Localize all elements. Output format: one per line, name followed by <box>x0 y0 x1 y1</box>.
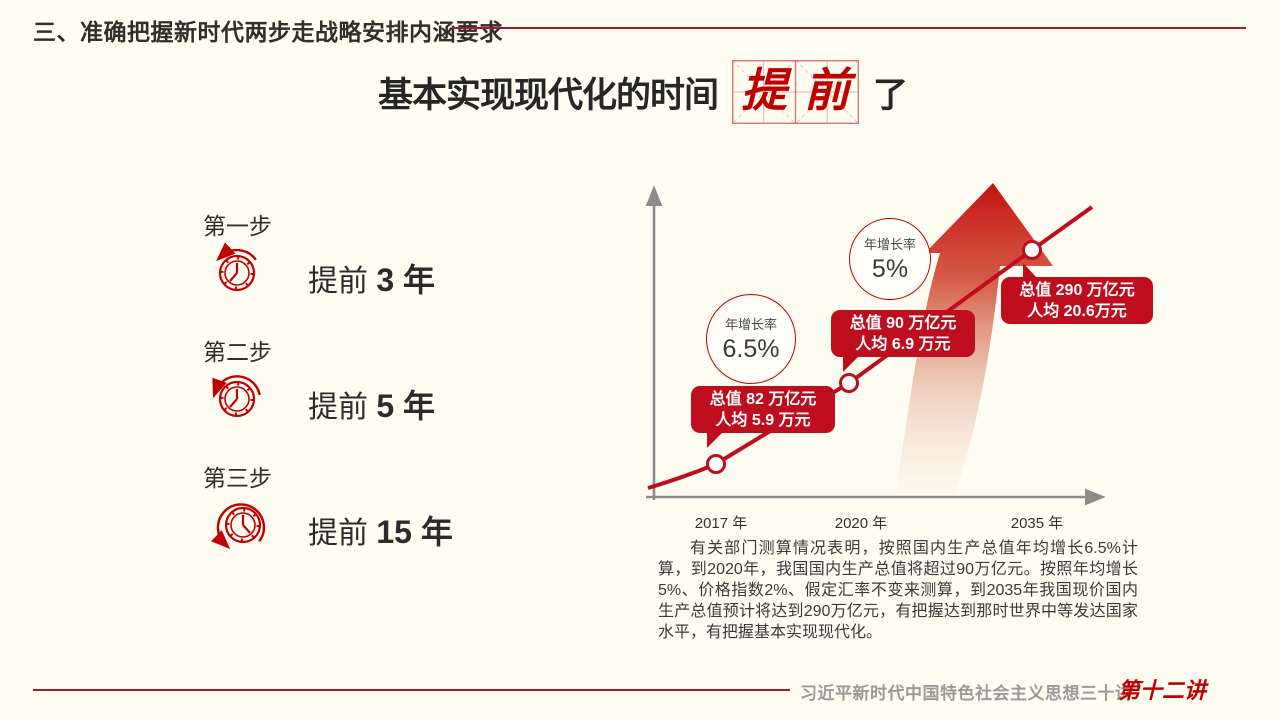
step-2-value: 提前 5 年 <box>308 381 435 427</box>
step-3: 第三步 提前 15 年 <box>203 459 523 550</box>
clock-rewind-icon <box>212 375 261 418</box>
step-3-text: 提前 <box>308 517 368 550</box>
callout-2035: 总值 290 万亿元 人均 20.6万元 <box>1001 263 1153 324</box>
step-2-label: 第二步 <box>203 339 272 365</box>
step-1-label: 第一步 <box>203 213 272 239</box>
highlight-char-1: 提 <box>741 63 788 118</box>
x-tick-2017: 2017 年 <box>694 515 748 532</box>
growth-badge-6-5: 年增长率 6.5% <box>706 294 796 384</box>
step-1: 第一步 提前 3 年 <box>203 207 523 298</box>
callout-line1: 总值 290 万亿元 <box>1019 282 1135 299</box>
title-suffix: 了 <box>873 75 908 115</box>
step-2: 第二步 提前 5 年 <box>203 333 523 424</box>
gdp-growth-chart: 年增长率 6.5% 年增长率 5% 总值 82 万亿元 人均 5.9 万元 总值… <box>640 165 1153 540</box>
header-rule <box>452 27 1246 29</box>
step-3-label: 第三步 <box>203 465 272 491</box>
x-tick-2035: 2035 年 <box>1010 515 1064 532</box>
callout-2020: 总值 90 万亿元 人均 6.9 万元 <box>831 310 975 372</box>
step-2-years: 5 年 <box>376 388 436 424</box>
step-2-text: 提前 <box>308 391 368 424</box>
step-1-text: 提前 <box>308 265 368 298</box>
clock-rewind-icon <box>211 503 266 550</box>
footer-book-title: 习近平新时代中国特色社会主义思想三十讲 <box>800 684 1133 703</box>
step-3-value: 提前 15 年 <box>308 507 453 553</box>
page-title: 基本实现现代化的时间 提 前 了 <box>378 60 908 124</box>
footer-rule <box>33 689 790 691</box>
clock-rewind-icon <box>216 242 257 292</box>
section-header: 三、准确把握新时代两步走战略安排内涵要求 <box>33 19 503 45</box>
callout-line1: 总值 82 万亿元 <box>709 391 817 408</box>
calligraphy-grid: 提 前 <box>732 60 860 124</box>
data-point-2035 <box>1022 240 1042 260</box>
growth-badge-5: 年增长率 5% <box>849 218 931 300</box>
step-1-value: 提前 3 年 <box>308 255 435 301</box>
data-point-2017 <box>706 454 726 474</box>
footer-lecture-number: 第十二讲 <box>1118 678 1207 704</box>
callout-line2: 人均 5.9 万元 <box>715 412 811 429</box>
growth-badge-value: 5% <box>871 255 909 283</box>
data-point-2020 <box>839 373 859 393</box>
tianzige-grid-icon <box>732 60 860 124</box>
callout-line2: 人均 20.6万元 <box>1027 303 1127 320</box>
highlight-char-2: 前 <box>804 63 851 118</box>
growth-badge-label: 年增长率 <box>863 237 916 252</box>
callout-pointer <box>1023 263 1038 279</box>
callout-line2: 人均 6.9 万元 <box>855 336 951 353</box>
callout-2017: 总值 82 万亿元 人均 5.9 万元 <box>691 386 835 448</box>
step-1-years: 3 年 <box>376 262 436 298</box>
growth-badge-value: 6.5% <box>722 335 780 363</box>
callout-line1: 总值 90 万亿元 <box>849 315 957 332</box>
step-3-years: 15 年 <box>376 514 453 550</box>
growth-badge-label: 年增长率 <box>724 317 777 332</box>
title-prefix: 基本实现现代化的时间 <box>378 75 719 115</box>
x-tick-2020: 2020 年 <box>834 515 888 532</box>
callout-pointer <box>843 355 860 372</box>
explanatory-paragraph: 有关部门测算情况表明，按照国内生产总值年均增长6.5%计算，到2020年，我国国… <box>658 540 1138 641</box>
callout-pointer <box>707 431 724 448</box>
